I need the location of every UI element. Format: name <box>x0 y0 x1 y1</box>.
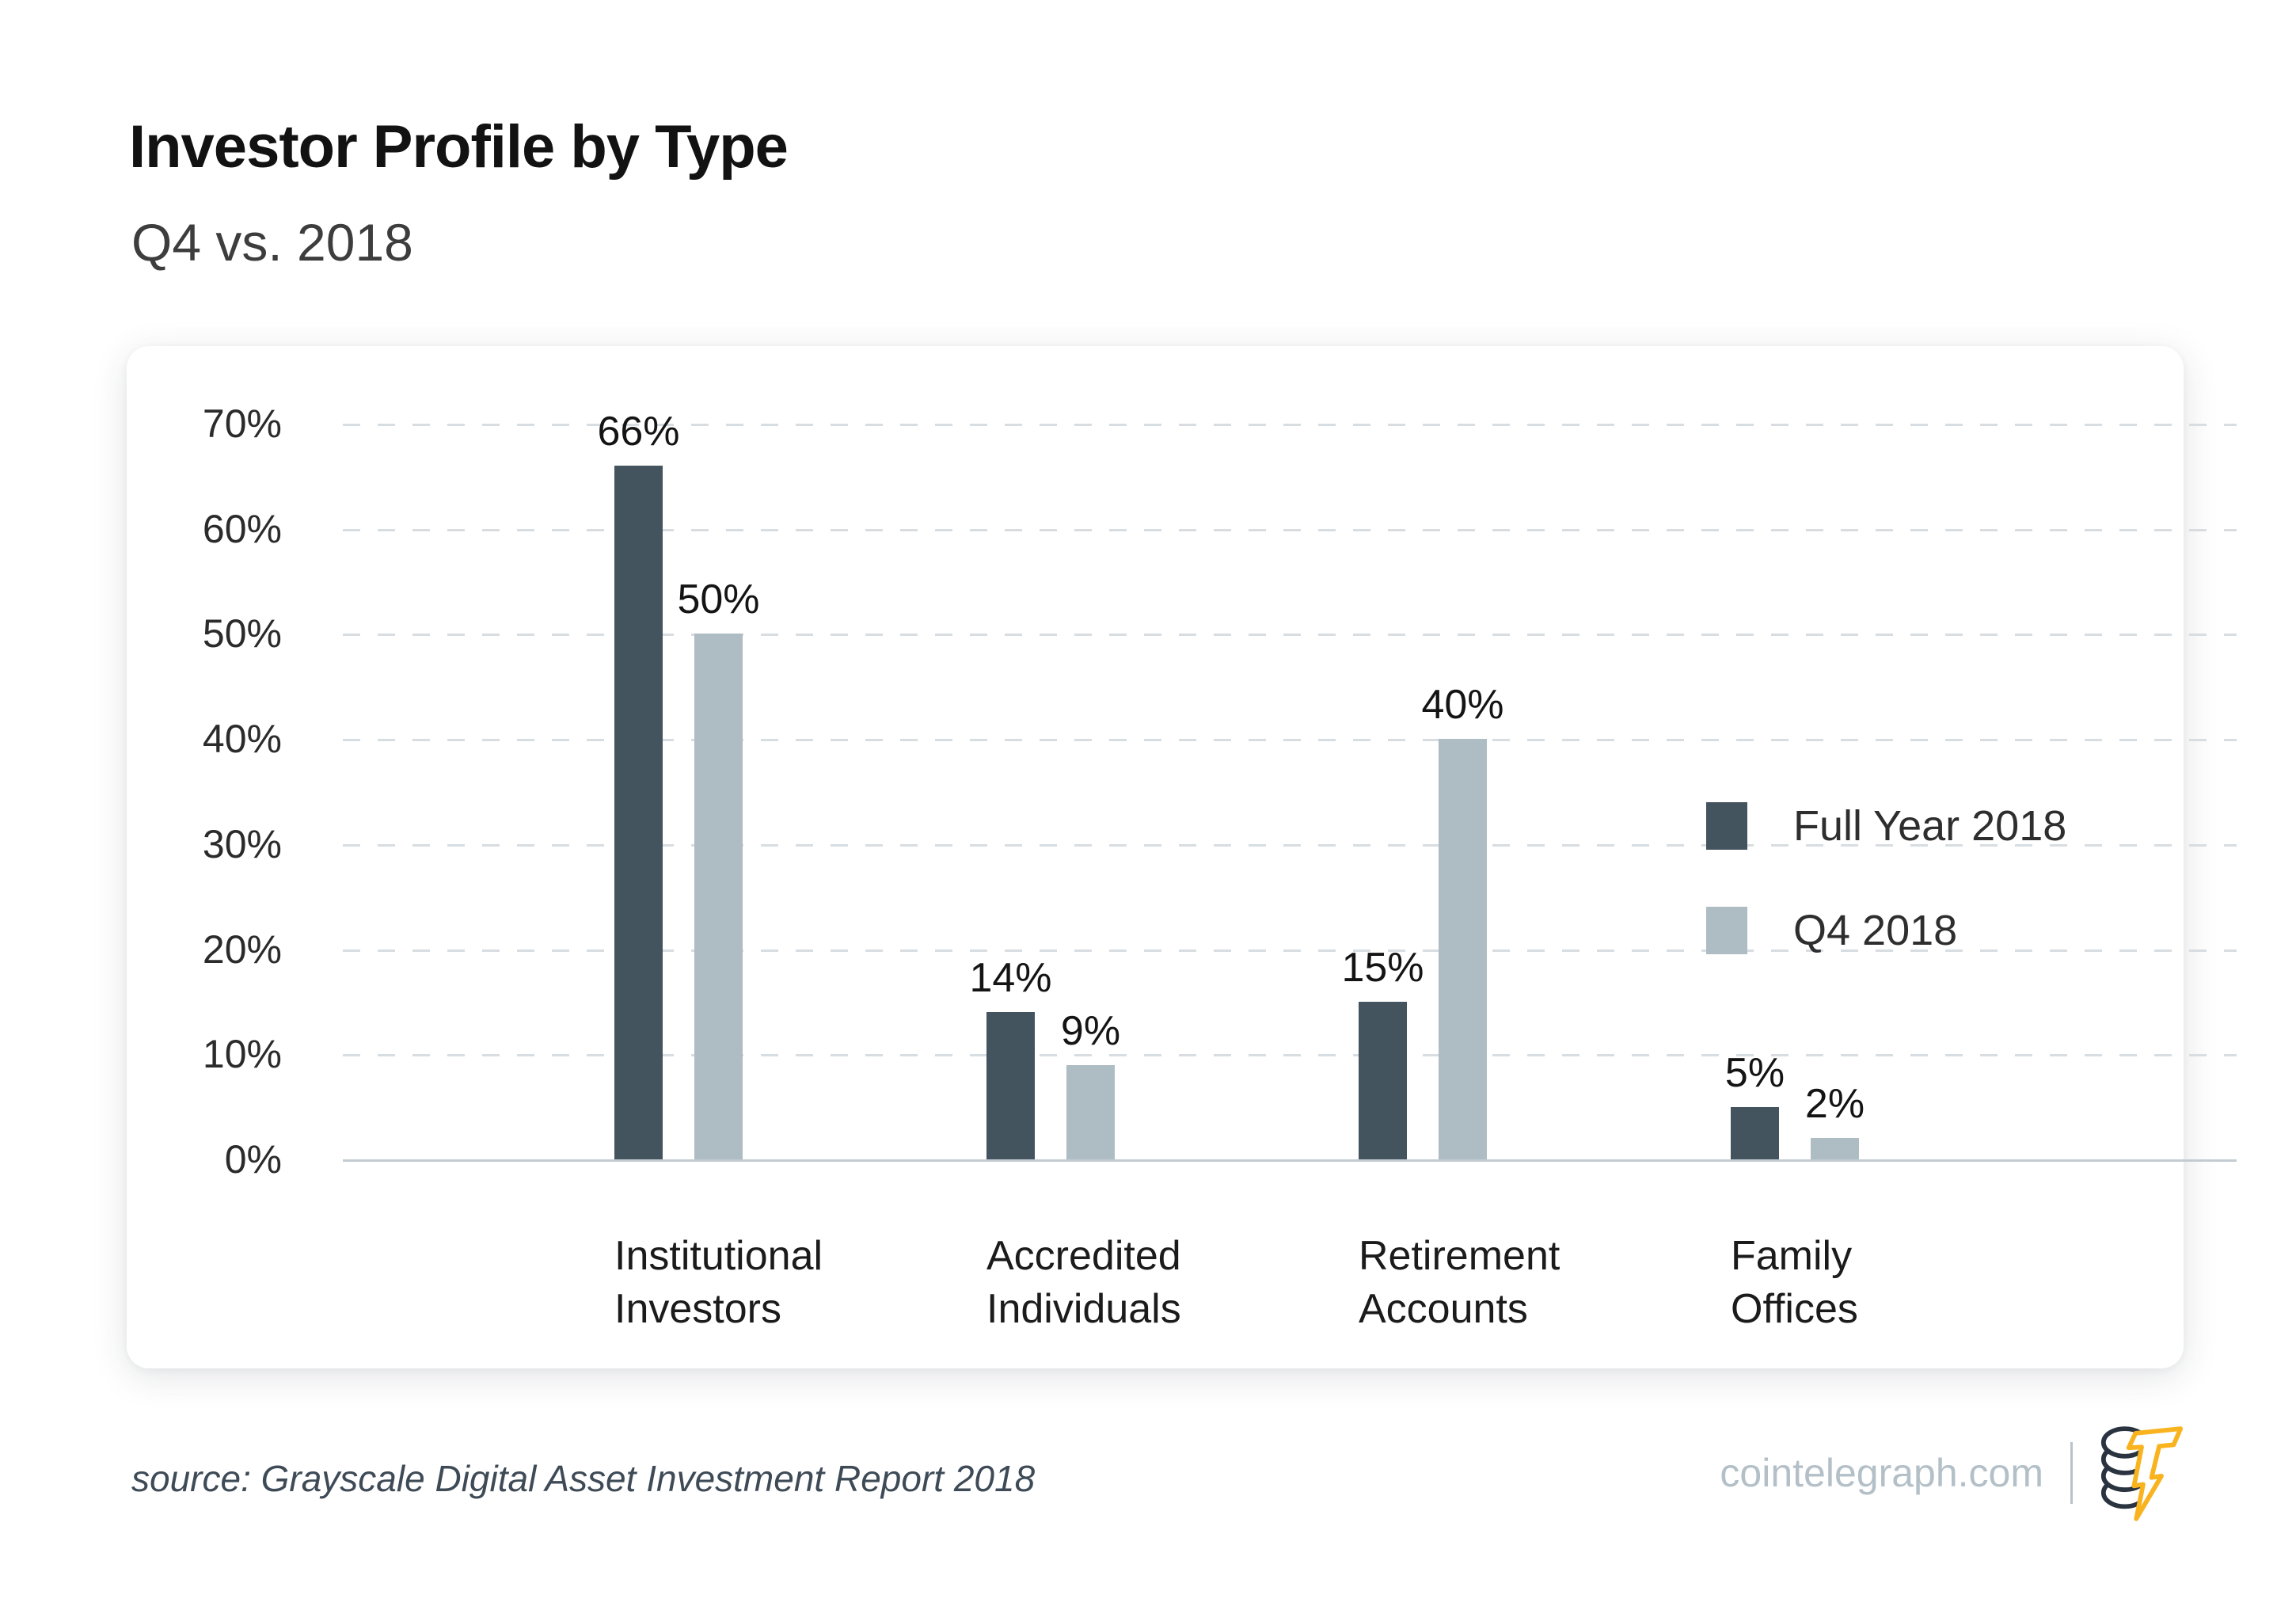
chart-card: 70% 60% 50% 40% 30% 20% 10% 0% 66% 14% 15% 5% 50% 9% 4… <box>127 346 2237 1368</box>
legend-item-full-year-2018: Full Year 2018 <box>1706 801 2066 851</box>
page-title: Investor Profile by Type <box>129 113 789 181</box>
gridline <box>343 843 2237 847</box>
y-axis-tick: 40% <box>202 717 282 762</box>
x-axis-category-line: Offices <box>1731 1286 1858 1332</box>
gridline <box>343 634 2237 637</box>
y-axis-tick: 60% <box>202 506 282 551</box>
bar-q4-2018 <box>1811 1138 1859 1159</box>
gridline <box>343 1054 2237 1057</box>
x-axis-category-label: Family Offices <box>1731 1230 2111 1336</box>
plot-area: 70% 60% 50% 40% 30% 20% 10% 0% 66% 14% 15% 5% 50% 9% 4… <box>127 346 2237 1368</box>
x-axis-category-label: Institutional Investors <box>614 1230 994 1336</box>
y-axis-tick: 70% <box>202 402 282 446</box>
x-axis-category-label: Accredited Individuals <box>986 1230 1367 1336</box>
legend-label: Q4 2018 <box>1793 907 1958 954</box>
watermark-site: cointelegraph.com <box>1720 1451 2043 1495</box>
cointelegraph-coin-logo-icon <box>2100 1426 2184 1521</box>
bar-q4-2018 <box>1439 739 1487 1159</box>
x-axis-category-line: Investors <box>614 1286 781 1332</box>
gridline <box>343 739 2237 742</box>
bar-q4-2018 <box>1066 1064 1115 1159</box>
y-axis-tick: 30% <box>202 821 282 866</box>
x-axis-category-label: Retirement Accounts <box>1359 1230 1739 1336</box>
bar-full-year-2018 <box>1359 1001 1407 1159</box>
legend-swatch-full-year-2018 <box>1706 802 1747 850</box>
bar-q4-2018 <box>694 634 743 1159</box>
gridline <box>343 949 2237 952</box>
bar-value-label: 2% <box>1804 1081 1865 1128</box>
bar-full-year-2018 <box>986 1012 1035 1159</box>
legend-item-q4-2018: Q4 2018 <box>1706 906 1957 955</box>
y-axis-tick: 0% <box>224 1137 282 1182</box>
page-subtitle: Q4 vs. 2018 <box>131 213 413 272</box>
legend-label: Full Year 2018 <box>1793 802 2067 850</box>
bar-full-year-2018 <box>614 466 663 1159</box>
bar-value-label: 9% <box>1060 1007 1121 1054</box>
x-axis-line <box>343 1159 2237 1162</box>
y-axis-tick: 50% <box>202 611 282 656</box>
x-axis-category-line: Accounts <box>1359 1286 1528 1332</box>
legend-swatch-q4-2018 <box>1706 907 1747 954</box>
x-axis-category-line: Family <box>1731 1233 1853 1279</box>
source-note: source: Grayscale Digital Asset Investme… <box>131 1458 1036 1499</box>
bar-full-year-2018 <box>1731 1106 1779 1159</box>
y-axis-tick: 10% <box>202 1032 282 1077</box>
lightning-t-icon <box>2126 1426 2184 1521</box>
gridline <box>343 528 2237 531</box>
gridline <box>343 424 2237 426</box>
bar-value-label: 14% <box>969 955 1052 1002</box>
x-axis-category-line: Institutional <box>614 1233 823 1279</box>
bar-value-label: 15% <box>1341 944 1424 991</box>
watermark-divider <box>2070 1442 2073 1504</box>
y-axis-tick: 20% <box>202 927 282 972</box>
bar-value-label: 50% <box>677 577 760 623</box>
watermark: cointelegraph.com <box>1720 1422 2184 1524</box>
x-axis-category-line: Individuals <box>986 1286 1181 1332</box>
bar-value-label: 5% <box>1724 1049 1785 1096</box>
bar-value-label: 40% <box>1421 682 1504 729</box>
x-axis-category-line: Retirement <box>1359 1233 1560 1279</box>
x-axis-category-line: Accredited <box>986 1233 1181 1279</box>
bar-value-label: 66% <box>597 409 680 455</box>
